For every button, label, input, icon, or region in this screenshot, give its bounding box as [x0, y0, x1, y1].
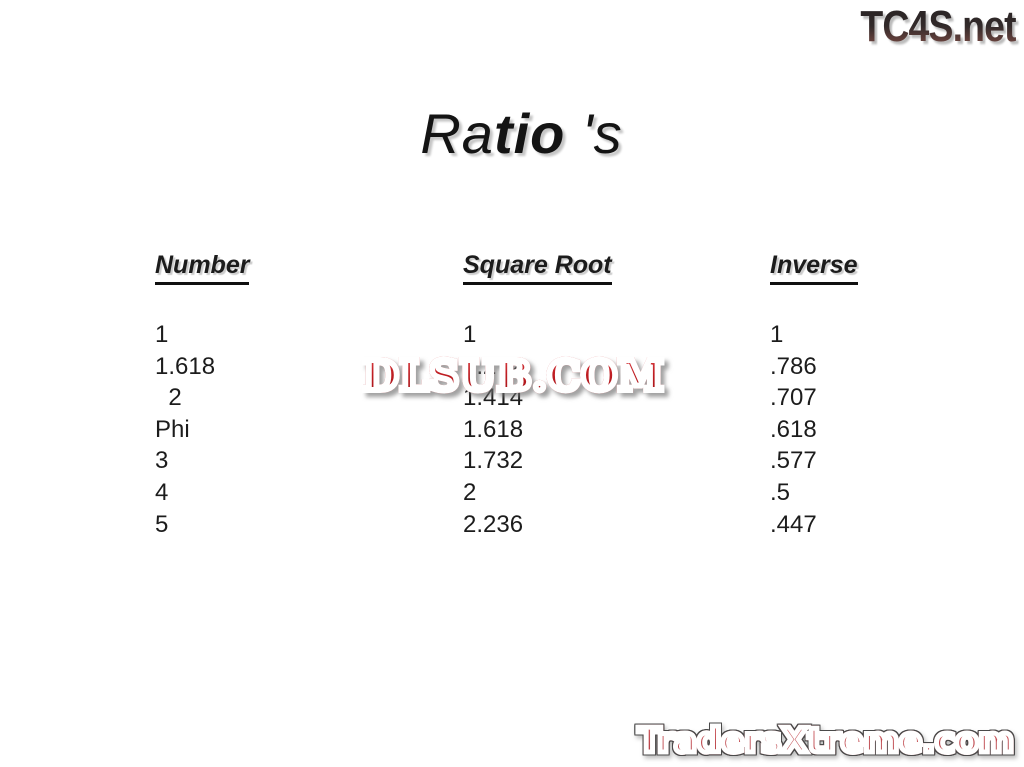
column-header-number: Number [155, 250, 463, 285]
title-segment-ra: Ra [420, 102, 494, 165]
dlsub-watermark: DLSUB.COM [360, 349, 666, 403]
tradersxtreme-watermark: TradersXtreme.com [635, 719, 1016, 764]
table-cell: 1 [463, 321, 477, 348]
table-cell: .618 [770, 415, 817, 443]
table-body: 1 1 1 1.618 1.272 .786 2 1.414 .707 Phi … [155, 321, 858, 542]
table-cell: 1 [770, 321, 784, 348]
title-segment-apostrophe-s: 's [565, 102, 623, 165]
table-header-row: Number Square Root Inverse [155, 250, 858, 285]
tc4s-watermark: TC4S.net [860, 2, 1017, 51]
table-cell: 2.236 [463, 510, 524, 538]
table-cell: 3 [155, 447, 169, 475]
table-cell: 2 [463, 478, 477, 506]
table-cell: .786 [770, 352, 817, 380]
table-cell-obscured: 1.414 [463, 384, 770, 416]
table-cell: .707 [770, 384, 817, 412]
table-cell: .447 [770, 510, 817, 538]
page-title: Ratio 's [387, 36, 622, 166]
table-cell: 1.618 [463, 415, 524, 443]
table-cell: .5 [770, 478, 791, 506]
table-cell: 5 [155, 510, 169, 538]
title-segment-tio: tio [493, 102, 566, 165]
table-cell: 4 [155, 478, 169, 506]
table-cell: Phi [155, 415, 190, 443]
table-cell: .577 [770, 447, 817, 475]
table-cell: 1.272 [463, 353, 770, 385]
ratio-table: Number Square Root Inverse 1 1 1 1.618 1… [155, 250, 858, 542]
table-cell: 1.618 [155, 352, 216, 380]
column-header-inverse: Inverse [770, 250, 858, 285]
table-cell: 1 [155, 321, 169, 348]
column-header-square-root: Square Root [463, 250, 770, 285]
table-cell: 1.732 [463, 447, 524, 475]
table-cell: 2 [155, 384, 182, 412]
